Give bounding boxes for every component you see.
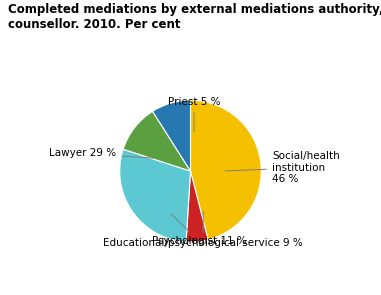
- Wedge shape: [186, 171, 208, 242]
- Text: Priest 5 %: Priest 5 %: [168, 97, 220, 132]
- Text: Completed mediations by external mediations authority, by type of
counsellor. 20: Completed mediations by external mediati…: [8, 3, 381, 31]
- Text: Lawyer 29 %: Lawyer 29 %: [49, 148, 154, 158]
- Text: Social/health
institution
46 %: Social/health institution 46 %: [225, 151, 340, 184]
- Wedge shape: [152, 100, 190, 171]
- Wedge shape: [190, 100, 261, 240]
- Wedge shape: [120, 149, 190, 242]
- Text: Psychologist 11 %: Psychologist 11 %: [152, 214, 246, 246]
- Wedge shape: [123, 111, 190, 171]
- Text: Educational/psychological service 9 %: Educational/psychological service 9 %: [103, 211, 303, 248]
